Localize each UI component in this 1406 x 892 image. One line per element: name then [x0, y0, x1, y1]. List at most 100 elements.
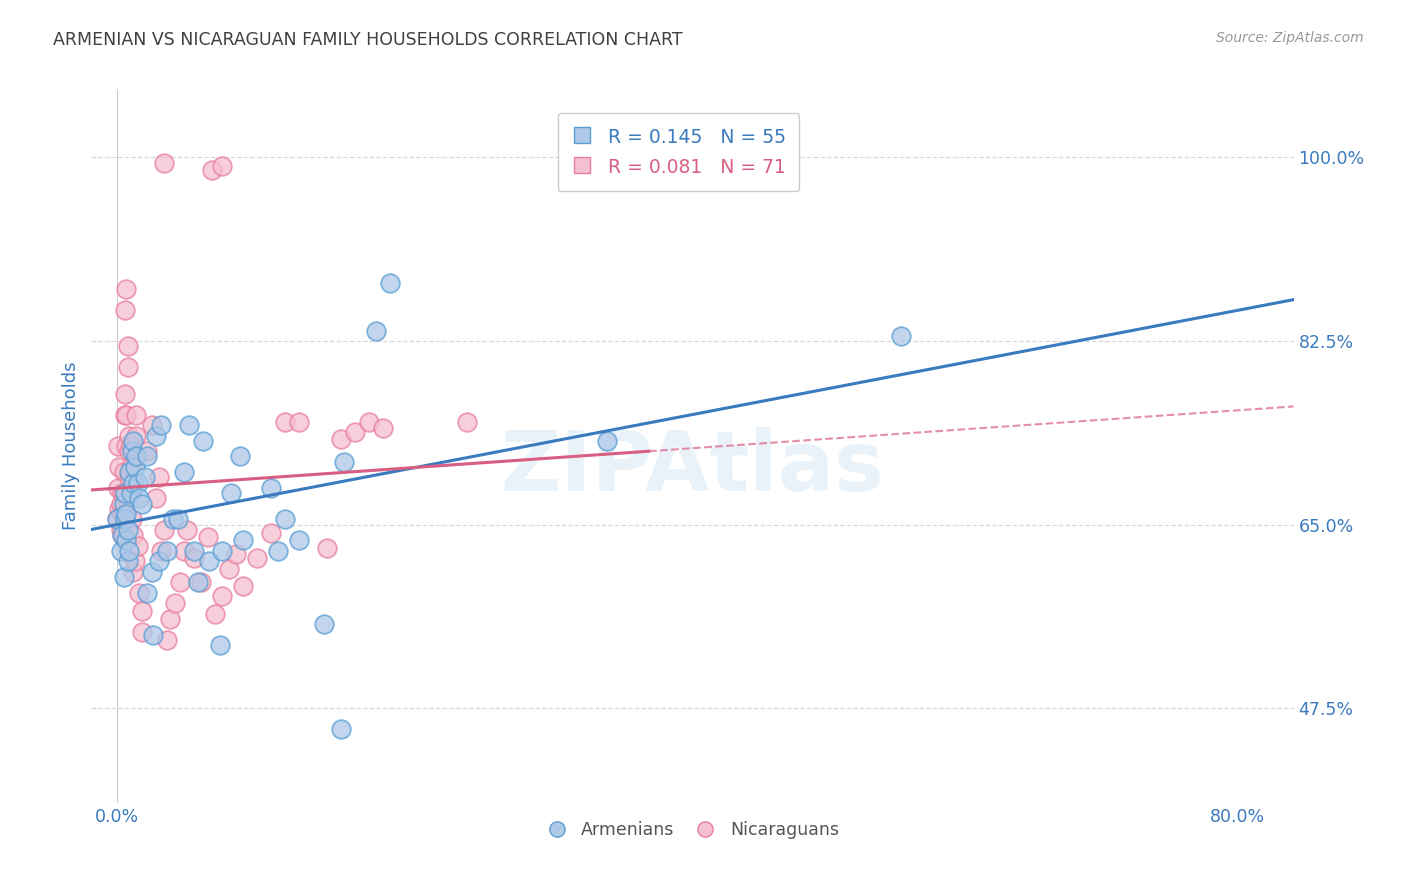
Point [127, 539, 149, 553]
Point [118, 465, 141, 479]
Point [136, 586, 159, 600]
Point [118, 470, 141, 484]
Point [274, 415, 297, 429]
Point [141, 417, 163, 432]
Point [115, 533, 138, 548]
Point [122, 434, 145, 448]
Point [232, 578, 254, 592]
Point [127, 475, 149, 490]
Point [211, 159, 233, 173]
Point [193, 434, 215, 448]
Point [315, 541, 337, 555]
Point [169, 575, 191, 590]
Point [198, 554, 221, 568]
Point [187, 575, 209, 590]
Point [136, 450, 159, 464]
Point [165, 596, 187, 610]
Point [211, 544, 233, 558]
Point [112, 486, 135, 500]
Point [115, 408, 138, 422]
Point [142, 628, 165, 642]
Point [115, 439, 138, 453]
Y-axis label: Family Households: Family Households [62, 362, 80, 530]
Point [107, 439, 129, 453]
Point [105, 512, 128, 526]
Point [364, 324, 387, 338]
Point [260, 481, 283, 495]
Point [108, 502, 131, 516]
Point [131, 604, 153, 618]
Point [156, 544, 179, 558]
Point [110, 523, 132, 537]
Point [456, 415, 478, 429]
Point [118, 428, 141, 442]
Point [218, 562, 240, 576]
Point [108, 460, 131, 475]
Point [890, 328, 912, 343]
Text: Source: ZipAtlas.com: Source: ZipAtlas.com [1216, 31, 1364, 45]
Point [112, 570, 135, 584]
Point [111, 528, 134, 542]
Point [225, 547, 247, 561]
Point [122, 565, 145, 579]
Point [125, 408, 148, 422]
Point [287, 533, 309, 548]
Point [332, 455, 354, 469]
Point [190, 575, 212, 590]
Point [111, 507, 134, 521]
Point [267, 544, 290, 558]
Point [120, 460, 142, 475]
Point [125, 450, 148, 464]
Point [159, 612, 181, 626]
Point [124, 554, 146, 568]
Point [122, 528, 145, 542]
Point [145, 428, 167, 442]
Point [117, 360, 139, 375]
Point [128, 586, 150, 600]
Point [141, 565, 163, 579]
Point [150, 417, 173, 432]
Point [112, 528, 135, 542]
Point [117, 554, 139, 568]
Point [378, 277, 401, 291]
Point [131, 497, 153, 511]
Point [145, 491, 167, 506]
Point [232, 533, 254, 548]
Point [111, 486, 134, 500]
Point [121, 444, 143, 458]
Point [329, 432, 352, 446]
Point [131, 624, 153, 639]
Point [136, 444, 159, 458]
Point [115, 507, 138, 521]
Point [221, 486, 243, 500]
Point [114, 486, 136, 500]
Point [110, 497, 132, 511]
Point [121, 512, 143, 526]
Point [114, 386, 136, 401]
Point [118, 444, 141, 458]
Legend: Armenians, Nicaraguans: Armenians, Nicaraguans [537, 813, 848, 847]
Point [176, 523, 198, 537]
Point [329, 723, 352, 737]
Point [153, 523, 176, 537]
Point [204, 607, 226, 621]
Point [128, 491, 150, 506]
Point [150, 544, 173, 558]
Point [201, 163, 224, 178]
Point [197, 530, 219, 544]
Point [114, 512, 136, 526]
Point [110, 544, 132, 558]
Point [173, 465, 195, 479]
Point [120, 439, 142, 453]
Point [114, 408, 136, 422]
Point [179, 417, 201, 432]
Point [209, 639, 232, 653]
Point [287, 415, 309, 429]
Point [229, 450, 252, 464]
Point [162, 512, 184, 526]
Point [105, 512, 128, 526]
Point [120, 486, 142, 500]
Point [112, 465, 135, 479]
Point [117, 523, 139, 537]
Point [148, 470, 170, 484]
